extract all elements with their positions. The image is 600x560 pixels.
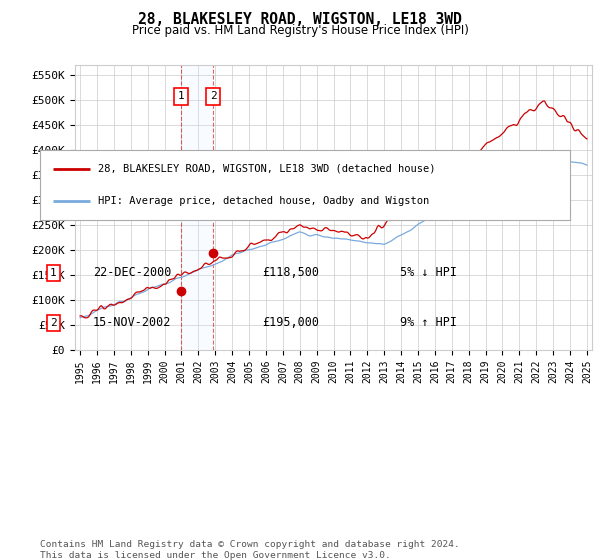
Text: 5% ↓ HPI: 5% ↓ HPI — [400, 267, 457, 279]
Text: 2: 2 — [50, 318, 56, 328]
Text: £118,500: £118,500 — [263, 267, 320, 279]
Text: £195,000: £195,000 — [263, 316, 320, 329]
Bar — [181, 65, 213, 350]
Text: 28, BLAKESLEY ROAD, WIGSTON, LE18 3WD (detached house): 28, BLAKESLEY ROAD, WIGSTON, LE18 3WD (d… — [98, 164, 436, 174]
Text: 15-NOV-2002: 15-NOV-2002 — [93, 316, 172, 329]
Text: 28, BLAKESLEY ROAD, WIGSTON, LE18 3WD: 28, BLAKESLEY ROAD, WIGSTON, LE18 3WD — [138, 12, 462, 27]
Text: 2: 2 — [210, 91, 217, 101]
Text: 1: 1 — [178, 91, 184, 101]
Text: HPI: Average price, detached house, Oadby and Wigston: HPI: Average price, detached house, Oadb… — [98, 196, 430, 206]
Text: Contains HM Land Registry data © Crown copyright and database right 2024.
This d: Contains HM Land Registry data © Crown c… — [40, 540, 460, 560]
Text: 22-DEC-2000: 22-DEC-2000 — [93, 267, 172, 279]
Text: 9% ↑ HPI: 9% ↑ HPI — [400, 316, 457, 329]
Text: 1: 1 — [50, 268, 56, 278]
Text: Price paid vs. HM Land Registry's House Price Index (HPI): Price paid vs. HM Land Registry's House … — [131, 24, 469, 36]
